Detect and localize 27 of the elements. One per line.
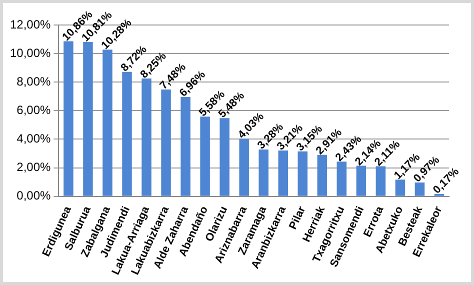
bar — [376, 166, 386, 196]
x-tick-label: Pilar — [287, 204, 308, 232]
bar — [220, 118, 230, 196]
bar — [258, 150, 268, 196]
y-tick-label: 10,00% — [10, 46, 52, 60]
bar — [64, 41, 74, 196]
bar — [180, 96, 190, 196]
y-tick-label: 12,00% — [10, 17, 52, 32]
bar — [356, 166, 366, 196]
bar — [395, 180, 406, 196]
bar — [102, 50, 112, 196]
bar — [278, 150, 288, 196]
bar — [336, 162, 347, 196]
bar — [298, 151, 308, 196]
bar — [122, 72, 132, 196]
bar — [239, 138, 249, 196]
y-tick-label: 8,00% — [16, 74, 52, 88]
bar — [200, 116, 210, 196]
y-tick-label: 2,00% — [16, 160, 52, 174]
y-tick-label: 6,00% — [16, 103, 52, 117]
bar — [142, 78, 152, 196]
bar — [414, 182, 425, 196]
bar — [317, 154, 328, 196]
y-tick-label: 4,00% — [16, 132, 52, 146]
bar — [83, 42, 93, 196]
bar — [161, 90, 171, 196]
y-tick-label: 0,00% — [16, 188, 52, 203]
